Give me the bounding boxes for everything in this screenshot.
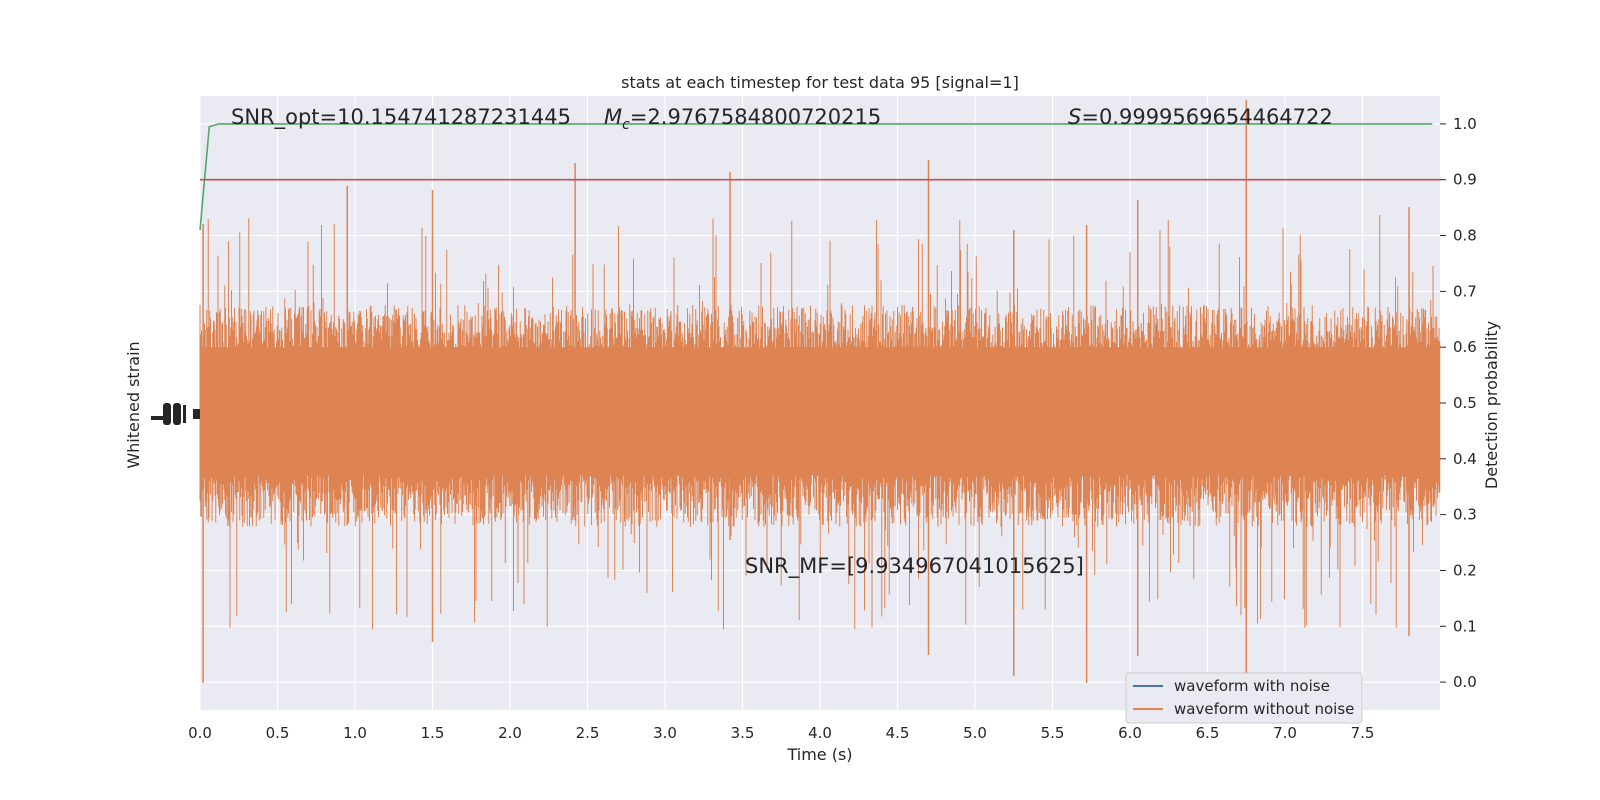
right-axis-title: Detection probability: [1482, 321, 1501, 489]
x-tick-label: 1.0: [343, 724, 367, 742]
series-line-2: [199, 123, 1433, 231]
noisy-waveform-trace: [199, 100, 1441, 710]
x-tick-label: 6.5: [1196, 724, 1220, 742]
y-right-tick-label: 0.8: [1453, 227, 1477, 245]
y-right-tick-label: 0.7: [1453, 282, 1477, 300]
chirp-mass-annotation: Mc=2.9767584800720215: [604, 105, 881, 133]
x-tick-label: 1.5: [421, 724, 445, 742]
x-tick-label: 0.5: [266, 724, 290, 742]
snr-opt-annotation: SNR_opt=10.154741287231445: [231, 105, 571, 130]
y-right-tick-label: 1.0: [1453, 115, 1477, 133]
x-tick-label: 0.0: [188, 724, 212, 742]
x-tick-label: 7.0: [1273, 724, 1297, 742]
legend-label-with-noise: waveform with noise: [1174, 677, 1330, 695]
x-axis-title: Time (s): [786, 745, 852, 764]
x-tick-label: 3.5: [731, 724, 755, 742]
x-tick-label: 6.0: [1118, 724, 1142, 742]
score-annotation: S=0.9999569654464722: [1068, 105, 1333, 129]
x-tick-label: 2.5: [576, 724, 600, 742]
y-right-tick-label: 0.4: [1453, 450, 1477, 468]
y-right-tick-label: 0.2: [1453, 561, 1477, 579]
x-tick-label: 3.0: [653, 724, 677, 742]
legend-label-without-noise: waveform without noise: [1174, 700, 1354, 718]
y-right-tick-label: 0.5: [1453, 394, 1477, 412]
tick-labels: 0.0 0.5 1.0 1.5 2.0 2.5 3.0 3.5 4.0 4.5 5.0 5.5 6.0 6…: [188, 115, 1477, 742]
x-tick-label: 7.5: [1351, 724, 1375, 742]
chart-title: stats at each timestep for test data 95 …: [621, 73, 1019, 92]
noise-fill-path: [199, 215, 1441, 630]
y-right-tick-label: 0.9: [1453, 171, 1477, 189]
x-tick-label: 5.5: [1041, 724, 1065, 742]
left-axis-title: Whitened strain: [124, 341, 143, 468]
legend-box: [1125, 672, 1363, 724]
y-right-tick-label: 0.1: [1453, 617, 1477, 635]
snr-mf-annotation: SNR_MF=[9.934967041015625]: [745, 554, 1084, 579]
y-right-tick-label: 0.0: [1453, 673, 1477, 691]
x-tick-label: 4.5: [886, 724, 910, 742]
left-axis-tick-cluster: [151, 403, 200, 425]
y-right-tick-label: 0.6: [1453, 338, 1477, 356]
x-tick-label: 5.0: [963, 724, 987, 742]
probability-lines: [199, 123, 1440, 231]
x-tick-label: 2.0: [498, 724, 522, 742]
legend: waveform with noise waveform without noi…: [1125, 672, 1363, 724]
y-right-tick-label: 0.3: [1453, 506, 1477, 524]
x-tick-label: 4.0: [808, 724, 832, 742]
